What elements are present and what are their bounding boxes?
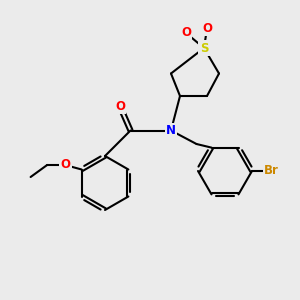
Text: O: O — [115, 100, 125, 113]
Text: N: N — [166, 124, 176, 137]
Text: S: S — [200, 41, 208, 55]
Text: O: O — [181, 26, 191, 40]
Text: Br: Br — [264, 164, 279, 178]
Text: O: O — [202, 22, 212, 35]
Text: O: O — [60, 158, 70, 172]
